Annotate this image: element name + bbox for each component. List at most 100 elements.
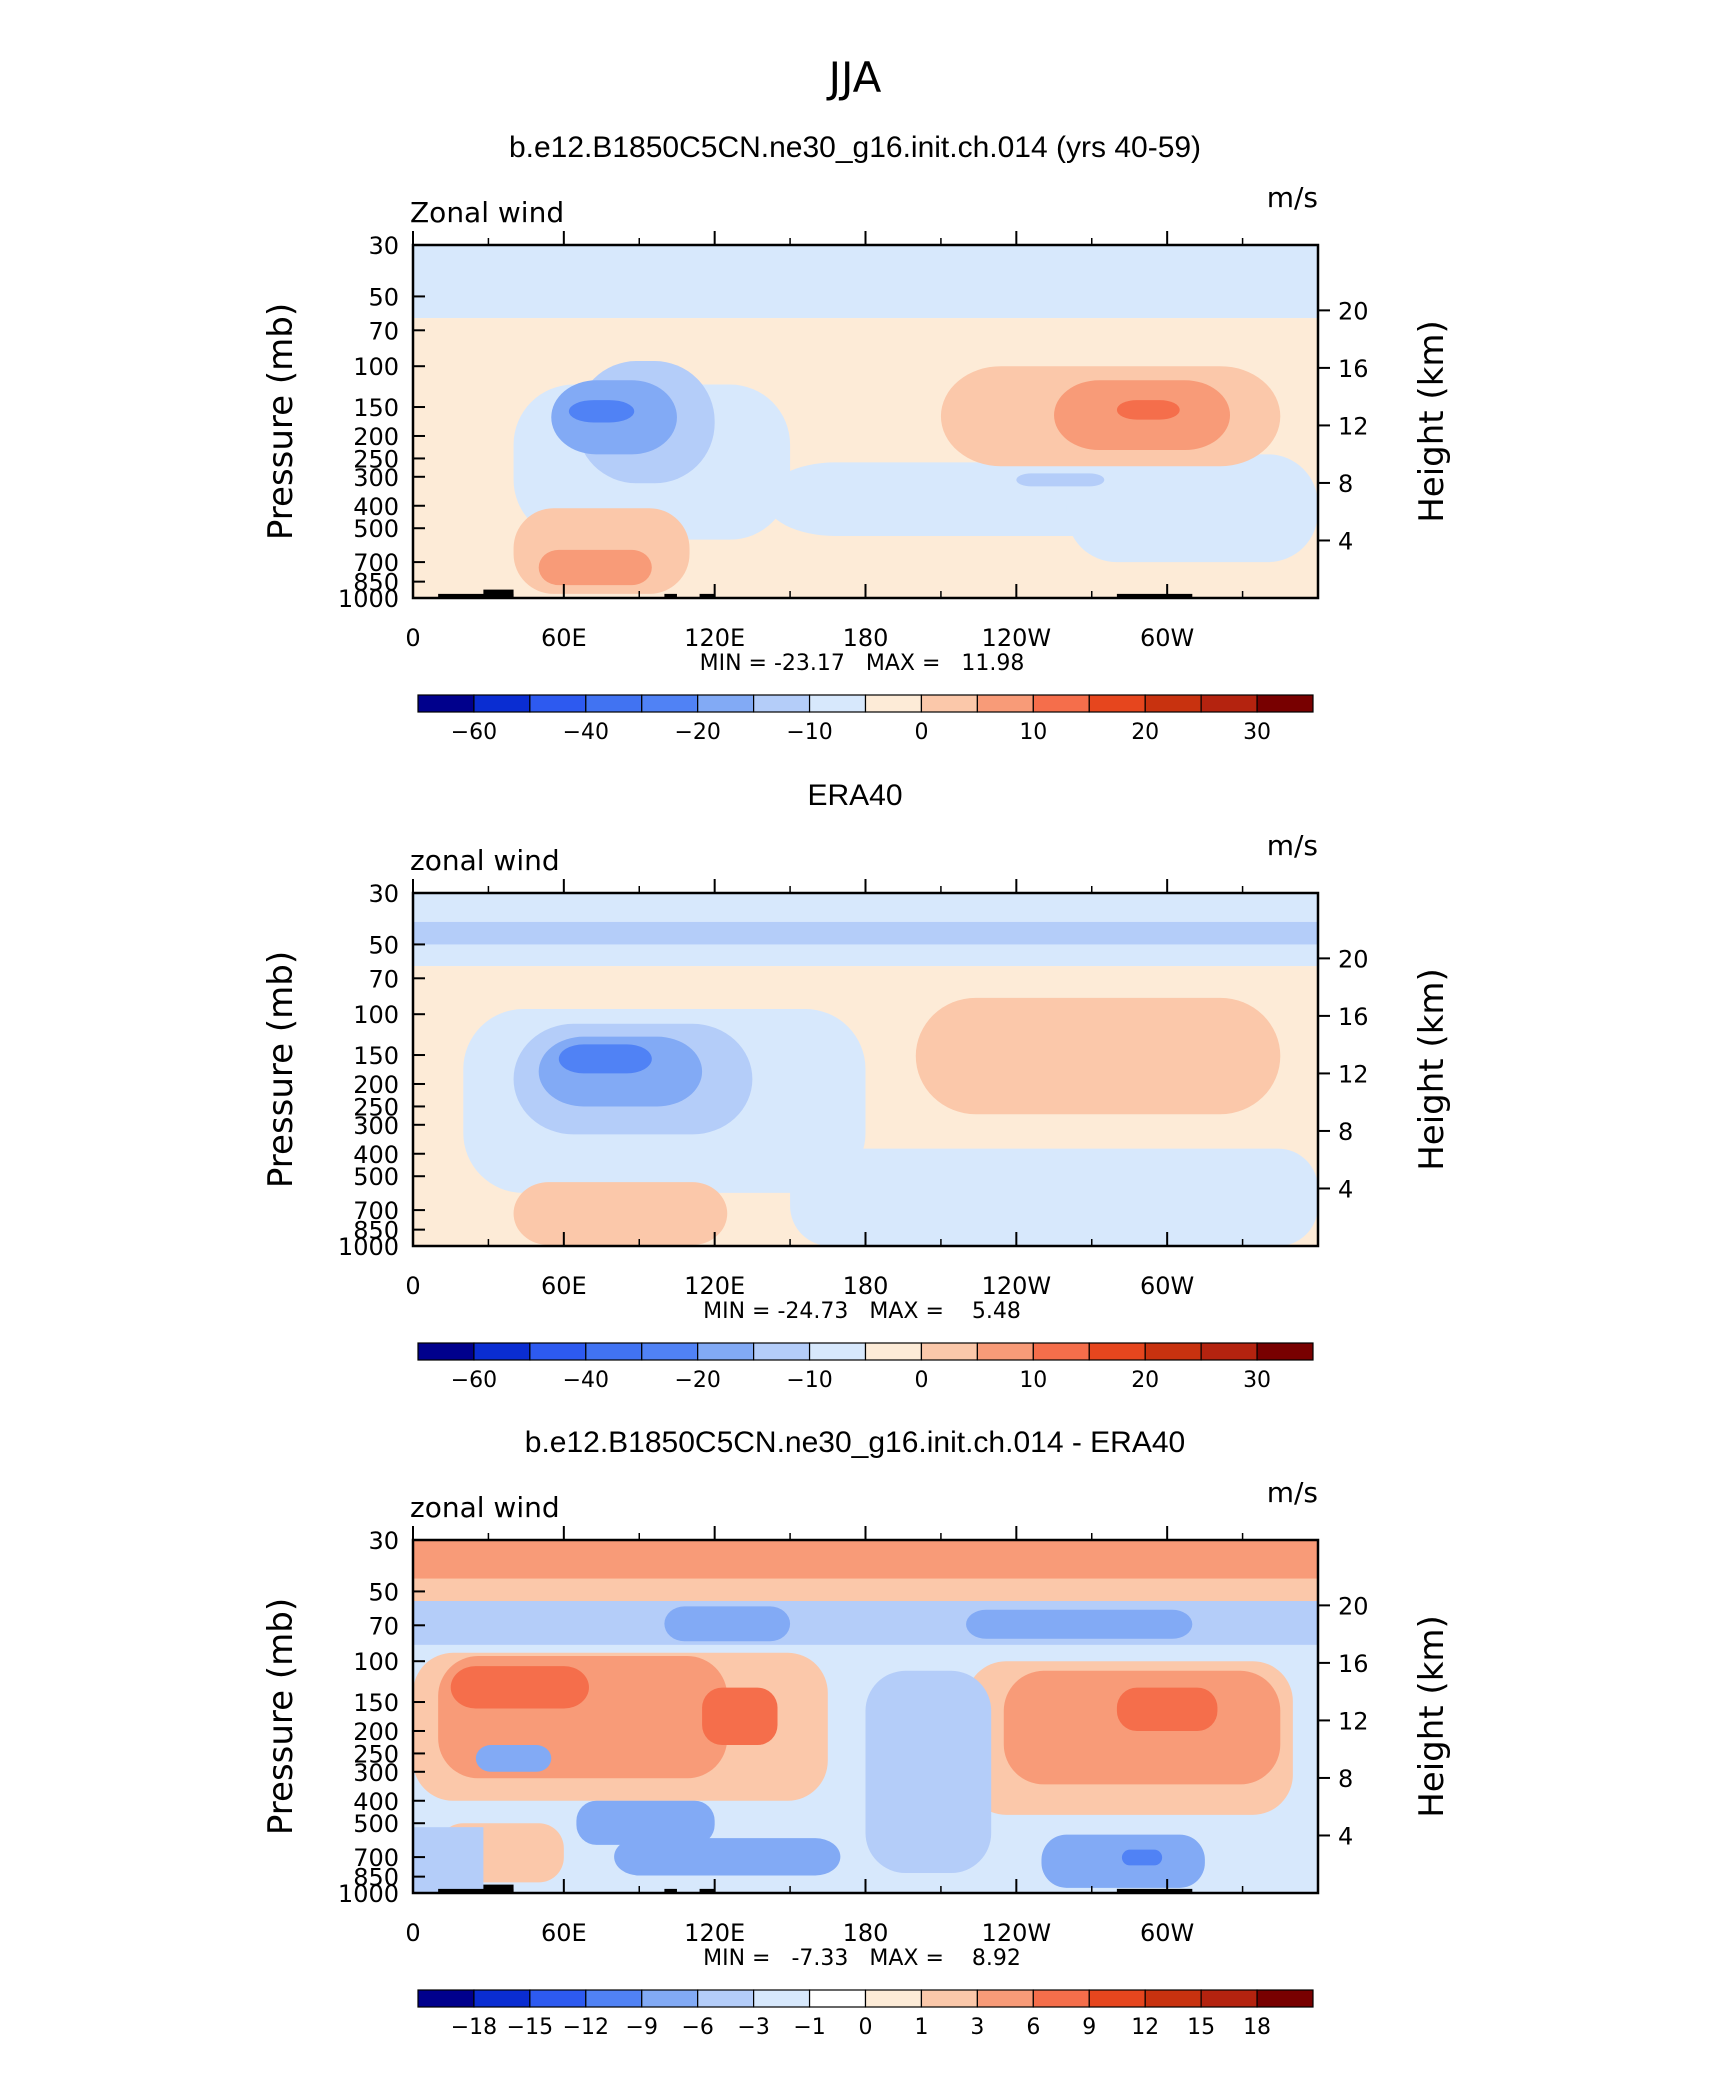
pressure-tick-label: 50 [368, 283, 399, 311]
colorbar-swatch [864, 1989, 923, 2008]
colorbar-label: −9 [626, 2015, 658, 2040]
topography-mask [664, 1888, 677, 1893]
colorbar-label: −3 [737, 2015, 769, 2040]
pressure-tick-label: 700 [353, 1197, 399, 1225]
colorbar-swatch [920, 1989, 978, 2008]
height-tick-label: 12 [1338, 1707, 1369, 1735]
height-tick-label: 8 [1338, 1118, 1353, 1146]
pressure-tick-label: 250 [353, 445, 399, 473]
min-max-label: MIN = -23.17 MAX = 11.98 [700, 651, 1025, 676]
pressure-tick-label: 300 [353, 1759, 399, 1787]
colorbar-swatch [1088, 694, 1146, 713]
colorbar-swatch [641, 1989, 699, 2008]
colorbar-swatch [697, 1989, 755, 2008]
contour-band [450, 1666, 589, 1709]
height-tick-label: 16 [1338, 355, 1369, 383]
pressure-tick-label: 70 [368, 1612, 399, 1640]
colorbar-swatch [976, 1989, 1034, 2008]
panel-title: ERA40 [807, 779, 902, 812]
colorbar-swatch [1144, 1989, 1202, 2008]
longitude-tick-label: 0 [405, 624, 420, 652]
colorbar-swatch [641, 694, 699, 713]
colorbar-swatch [1200, 1342, 1258, 1361]
figure-title: JJA [826, 53, 882, 102]
panel-title: b.e12.B1850C5CN.ne30_g16.init.ch.014 (yr… [509, 131, 1201, 164]
longitude-tick-label: 180 [843, 624, 889, 652]
topography-mask [438, 593, 514, 598]
pressure-tick-label: 200 [353, 1718, 399, 1746]
contour-band [1016, 473, 1105, 487]
contour-band [413, 921, 1318, 945]
height-tick-label: 12 [1338, 1060, 1369, 1088]
colorbar-label: −40 [563, 1368, 609, 1393]
colorbar-swatch [697, 694, 755, 713]
pressure-tick-label: 150 [353, 1689, 399, 1717]
colorbar-label: 9 [1082, 2015, 1096, 2040]
longitude-tick-label: 180 [843, 1919, 889, 1947]
units-label: m/s [1267, 829, 1318, 862]
pressure-tick-label: 30 [368, 880, 399, 908]
height-axis-label: Height (km) [1412, 320, 1452, 523]
contour-band [664, 1606, 791, 1642]
longitude-tick-label: 60E [541, 1919, 587, 1947]
colorbar-label: 30 [1243, 1368, 1271, 1393]
pressure-tick-label: 500 [353, 1810, 399, 1838]
colorbar: −60 −40 −20 −10 0 10 20 30 [417, 694, 1314, 745]
pressure-axis-label: Pressure (mb) [261, 303, 301, 540]
colorbar-swatch [1032, 1342, 1090, 1361]
pressure-tick-label: 300 [353, 464, 399, 492]
colorbar-swatch [753, 694, 811, 713]
colorbar-label: 0 [859, 2015, 873, 2040]
colorbar-swatch [417, 1989, 475, 2008]
colorbar-label: −20 [674, 1368, 720, 1393]
contour-band [475, 1745, 552, 1772]
height-tick-label: 16 [1338, 1650, 1369, 1678]
pressure-tick-label: 1000 [338, 1880, 399, 1908]
contour-band [702, 1687, 778, 1746]
colorbar-swatch [1256, 694, 1314, 713]
colorbar-swatch [808, 694, 867, 713]
pressure-tick-label: 250 [353, 1093, 399, 1121]
pressure-tick-label: 70 [368, 965, 399, 993]
colorbar-swatch [529, 1342, 587, 1361]
topography-mask [1116, 593, 1193, 598]
colorbar-label: 30 [1243, 720, 1271, 745]
pressure-tick-label: 200 [353, 1071, 399, 1099]
pressure-tick-label: 50 [368, 931, 399, 959]
colorbar-swatch [808, 1989, 867, 2008]
contour-band [513, 1182, 728, 1245]
contour-band [614, 1838, 841, 1876]
longitude-tick-label: 120W [982, 1272, 1052, 1300]
topography-mask [483, 589, 514, 598]
longitude-tick-label: 120W [982, 624, 1052, 652]
colorbar-swatch [473, 1342, 531, 1361]
contour-band [966, 1609, 1193, 1639]
contour-band [865, 1670, 992, 1874]
pressure-tick-label: 500 [353, 515, 399, 543]
contour-band [1121, 1849, 1163, 1866]
colorbar-swatch [976, 694, 1034, 713]
contour-field [413, 1540, 1318, 1893]
colorbar-label: −60 [451, 720, 497, 745]
height-tick-label: 20 [1338, 297, 1369, 325]
contour-band [413, 1540, 1318, 1579]
pressure-tick-label: 300 [353, 1112, 399, 1140]
pressure-tick-label: 1000 [338, 1233, 399, 1261]
colorbar-swatch [529, 694, 587, 713]
colorbar-swatch [1032, 694, 1090, 713]
pressure-tick-label: 30 [368, 1527, 399, 1555]
colorbar-swatch [1144, 1342, 1202, 1361]
colorbar-label: 20 [1131, 1368, 1159, 1393]
colorbar-swatch [920, 694, 978, 713]
colorbar-swatch [585, 694, 643, 713]
colorbar-swatch [976, 1342, 1034, 1361]
pressure-axis-label: Pressure (mb) [261, 951, 301, 1188]
pressure-tick-label: 400 [353, 1788, 399, 1816]
min-max-label: MIN = -24.73 MAX = 5.48 [703, 1299, 1021, 1324]
contour-field [413, 893, 1318, 1246]
colorbar-swatch [864, 694, 923, 713]
contour-band [413, 1827, 484, 1893]
pressure-tick-label: 150 [353, 394, 399, 422]
pressure-tick-label: 50 [368, 1578, 399, 1606]
longitude-tick-label: 60W [1140, 1272, 1194, 1300]
